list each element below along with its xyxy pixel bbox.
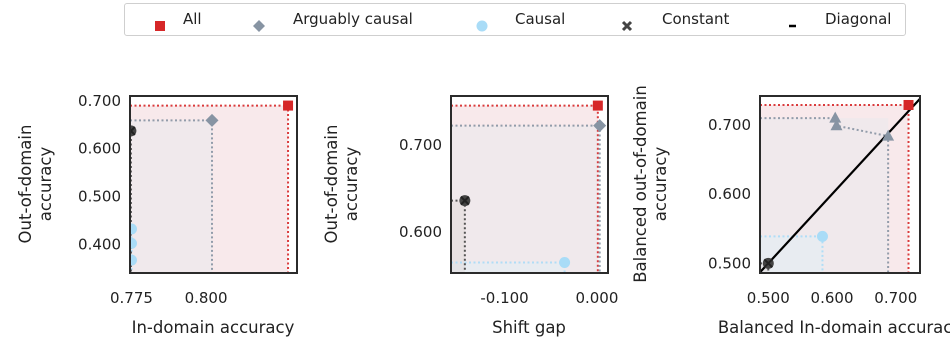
- x-tick-label: 0.700: [874, 289, 917, 307]
- data-point-causal: [130, 237, 137, 249]
- data-point-arguably-causal: [830, 119, 843, 131]
- y-axis-label: Balanced out-of-domainaccuracy: [631, 85, 670, 283]
- y-tick-label: 0.700: [78, 92, 121, 110]
- chart-panel: -0.100 0.000 0.600 0.700 Shift gap Out-of-dom…: [322, 95, 618, 337]
- data-point-causal: [559, 257, 571, 269]
- legend-label: Arguably causal: [293, 10, 413, 28]
- data-point-arguably-causal: [205, 113, 219, 127]
- frontier-line: [760, 235, 824, 273]
- legend-label: Constant: [662, 10, 730, 28]
- data-point-causal: [816, 230, 828, 242]
- chart-panel: 0.500 0.600 0.700 0.500 0.600 0.700 Balanced I…: [631, 85, 950, 337]
- x-tick-label: 0.775: [110, 289, 153, 307]
- data-point-arguably-causal: [593, 119, 607, 133]
- chart-panel: 0.775 0.800 0.400 0.500 0.600 0.700 In-domain …: [16, 92, 298, 337]
- dominated-region: [451, 125, 600, 273]
- data-point-all: [283, 100, 294, 111]
- dominated-region: [760, 118, 889, 273]
- legend-square-icon: [153, 13, 167, 31]
- diagonal-line: [760, 98, 920, 273]
- x-tick-label: 0.500: [747, 289, 790, 307]
- frontier-line: [451, 104, 599, 273]
- data-point-constant-cross: [460, 195, 470, 206]
- x-tick-label: 0.800: [185, 289, 228, 307]
- dominated-region: [451, 200, 465, 273]
- y-tick-label: 0.700: [399, 136, 442, 154]
- y-axis-label-line1: Out-of-domain: [16, 125, 35, 244]
- data-point-constant-cross: [763, 258, 773, 269]
- dominated-region: [130, 120, 213, 273]
- data-point-causal: [130, 223, 137, 235]
- plot-area: [760, 98, 920, 273]
- dominated-region: [451, 262, 565, 273]
- y-axis-label-line1: Balanced out-of-domain: [631, 85, 650, 283]
- y-axis-label-line2: accuracy: [36, 147, 55, 222]
- y-axis-label: Out-of-domainaccuracy: [322, 125, 361, 244]
- x-tick-label: -0.100: [480, 289, 528, 307]
- axes-frame: [450, 95, 609, 274]
- plot-area: [130, 100, 294, 273]
- dominated-region: [130, 105, 289, 273]
- legend-label: All: [183, 10, 202, 28]
- x-tick-label: 0.600: [811, 289, 854, 307]
- x-tick-label: 0.000: [575, 289, 618, 307]
- y-axis-label-line1: Out-of-domain: [322, 125, 341, 244]
- axes-frame: [759, 95, 921, 274]
- dominated-region: [451, 105, 598, 273]
- plot-area: [451, 100, 607, 273]
- y-tick-label: 0.600: [399, 223, 442, 241]
- x-axis-label: In-domain accuracy: [132, 318, 295, 337]
- axes-frame: [129, 95, 298, 274]
- y-axis-label-line2: accuracy: [651, 147, 670, 222]
- legend-diamond-icon: [252, 13, 266, 32]
- frontier-line: [760, 262, 770, 273]
- legend-label: Causal: [515, 10, 566, 28]
- x-axis-label: Shift gap: [492, 318, 566, 337]
- y-tick-label: 0.600: [708, 185, 751, 203]
- x-axis-label: Balanced In-domain accuracy: [718, 318, 950, 337]
- data-point-all: [903, 99, 914, 110]
- legend-x-icon: [620, 13, 634, 32]
- data-point-causal: [130, 254, 137, 266]
- chart-legend: All Arguably causal Causal Constant Diag…: [124, 3, 906, 36]
- legend-line-icon: [785, 13, 799, 28]
- y-tick-label: 0.500: [78, 187, 121, 205]
- data-point-arguably-causal: [882, 129, 895, 141]
- y-tick-label: 0.700: [708, 116, 751, 134]
- y-tick-label: 0.600: [78, 140, 121, 158]
- legend-circle-icon: [475, 13, 489, 32]
- y-tick-label: 0.400: [78, 235, 121, 253]
- legend-label: Diagonal: [825, 10, 892, 28]
- y-axis-label-line2: accuracy: [342, 147, 361, 222]
- y-tick-label: 0.500: [708, 254, 751, 272]
- y-axis-label: Out-of-domainaccuracy: [16, 125, 55, 244]
- data-point-all: [592, 100, 603, 111]
- data-point-arguably-causal: [829, 111, 842, 123]
